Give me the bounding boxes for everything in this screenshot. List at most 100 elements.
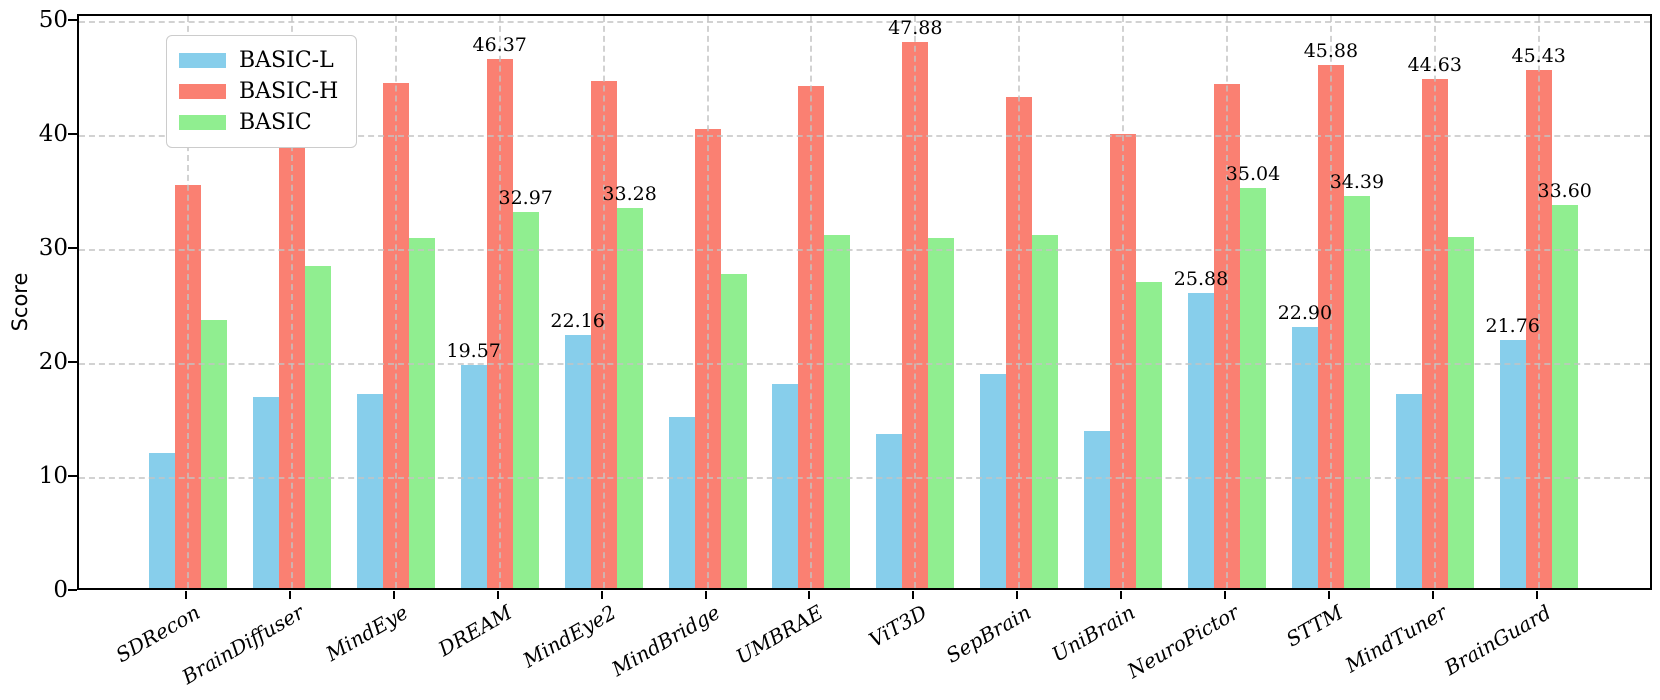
legend-swatch-basic-h (179, 84, 226, 99)
x-tick-mark (1327, 591, 1330, 599)
y-tick-label: 30 (38, 234, 68, 261)
bar (1343, 195, 1370, 588)
bar-value-label: 45.43 (1511, 44, 1566, 67)
vertical-gridline (602, 16, 605, 588)
bar (1551, 204, 1578, 588)
bar (1188, 292, 1214, 588)
horizontal-gridline (79, 248, 1650, 251)
bar (980, 373, 1007, 588)
vertical-gridline (1329, 16, 1332, 588)
bar (356, 394, 383, 588)
vertical-gridline (1433, 16, 1436, 588)
horizontal-gridline (79, 476, 1650, 479)
bar (928, 237, 955, 588)
bar-value-label: 33.60 (1537, 179, 1592, 202)
bar-value-label: 35.04 (1225, 163, 1281, 186)
bar (824, 235, 851, 588)
bar (876, 433, 903, 588)
legend-label: BASIC-L (239, 47, 334, 73)
bar (408, 237, 435, 588)
bar-value-label: 33.28 (602, 183, 657, 206)
bar-value-label: 22.90 (1277, 301, 1333, 324)
legend-item-basic-h: BASIC-H (179, 76, 338, 107)
x-tick-mark (392, 591, 395, 599)
bar (1395, 394, 1422, 588)
bar-value-label: 44.63 (1407, 53, 1462, 76)
horizontal-gridline (79, 134, 1650, 137)
vertical-gridline (1226, 16, 1228, 588)
bar-value-label: 46.37 (472, 33, 527, 56)
y-tick-label: 20 (38, 348, 68, 375)
vertical-gridline (1122, 16, 1125, 588)
horizontal-gridline (79, 20, 1650, 23)
vertical-gridline (1537, 16, 1540, 588)
x-tick-mark (600, 591, 603, 599)
legend-swatch-basic (179, 115, 226, 130)
x-tick-mark (288, 591, 291, 599)
y-tick-label: 40 (38, 120, 68, 147)
bar (1240, 188, 1266, 588)
bar (201, 319, 227, 588)
bar (668, 416, 695, 588)
bar (1447, 236, 1474, 588)
vertical-gridline (810, 16, 813, 588)
y-tick-label: 50 (38, 6, 68, 33)
bar (720, 274, 747, 588)
bar (1136, 282, 1163, 588)
y-tick-mark (68, 246, 77, 249)
bar-value-label: 32.97 (498, 186, 553, 209)
vertical-gridline (914, 16, 917, 588)
bar-value-label: 19.57 (446, 339, 501, 362)
bar-value-label: 47.88 (888, 16, 943, 39)
y-tick-mark (68, 132, 77, 135)
bar-value-label: 34.39 (1329, 170, 1385, 193)
x-tick-mark (1120, 591, 1123, 599)
y-tick-label: 0 (53, 577, 68, 603)
vertical-gridline (394, 16, 397, 588)
x-tick-mark (1431, 591, 1434, 599)
x-tick-mark (912, 591, 915, 599)
vertical-gridline (706, 16, 709, 588)
plot-area: 19.57 46.37 32.97 22.16 33.28 47.88 25.88 35.04… (77, 14, 1652, 590)
bar-value-label: 25.88 (1173, 267, 1229, 290)
legend-item-basic-l: BASIC-L (179, 45, 338, 76)
legend-label: BASIC (239, 109, 312, 135)
bar (772, 383, 799, 588)
x-tick-mark (1535, 591, 1538, 599)
vertical-gridline (1018, 16, 1021, 588)
vertical-gridline (290, 16, 293, 588)
vertical-gridline (498, 16, 501, 588)
y-tick-mark (68, 589, 77, 591)
x-tick-mark (185, 591, 187, 599)
bar (1084, 430, 1111, 588)
x-tick-mark (1224, 591, 1226, 599)
horizontal-gridline (79, 362, 1650, 365)
bar-value-label: 21.76 (1485, 314, 1540, 337)
bar (616, 208, 643, 588)
y-tick-mark (68, 474, 77, 477)
y-tick-mark (68, 360, 77, 363)
bar (252, 397, 279, 588)
x-tick-mark (496, 591, 499, 599)
legend-swatch-basic-l (179, 53, 226, 68)
legend-label: BASIC-H (239, 78, 339, 104)
bar (304, 266, 331, 588)
x-tick-mark (704, 591, 707, 599)
bar (1032, 235, 1059, 588)
bar (149, 453, 175, 588)
x-tick-mark (808, 591, 811, 599)
bar-value-label: 45.88 (1303, 39, 1359, 62)
x-tick-mark (1016, 591, 1019, 599)
legend: BASIC-L BASIC-H BASIC (166, 35, 358, 148)
bar-value-label: 22.16 (550, 310, 605, 333)
bar (564, 335, 591, 588)
bar (460, 364, 487, 588)
y-tick-label: 10 (38, 462, 68, 489)
legend-item-basic: BASIC (179, 107, 338, 138)
bar (1499, 339, 1526, 588)
bar (1291, 326, 1318, 588)
vertical-gridline (187, 16, 189, 588)
bar (512, 211, 539, 588)
y-tick-mark (68, 18, 77, 21)
